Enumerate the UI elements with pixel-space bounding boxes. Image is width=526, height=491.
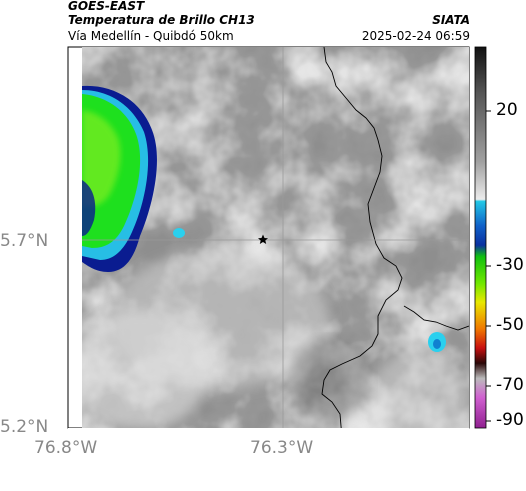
- lat-tick-label: 5.7°N: [0, 231, 49, 251]
- product-subtitle: Temperatura de Brillo CH13: [68, 13, 255, 27]
- border-line: [321, 47, 403, 438]
- colorbar-label: 20: [496, 100, 518, 120]
- colorbar-label: -50: [496, 315, 524, 335]
- star-icon: [258, 234, 268, 244]
- lon-tick-label: 76.3°W: [250, 438, 314, 458]
- lat-tick-label: 5.2°N: [0, 417, 49, 437]
- route-label: Vía Medellín - Quibdó 50km: [68, 29, 234, 43]
- colorbar-label: -30: [496, 255, 524, 275]
- product-title: GOES-EAST: [68, 0, 145, 13]
- border-line: [403, 305, 469, 331]
- satellite-image: [82, 47, 469, 438]
- colorbar: [474, 46, 487, 429]
- organization-label: SIATA: [432, 13, 470, 27]
- colorbar-label: -70: [496, 375, 524, 395]
- colorbar-label: -90: [496, 410, 524, 430]
- lon-tick-label: 76.8°W: [34, 438, 98, 458]
- timestamp-label: 2025-02-24 06:59: [361, 29, 470, 43]
